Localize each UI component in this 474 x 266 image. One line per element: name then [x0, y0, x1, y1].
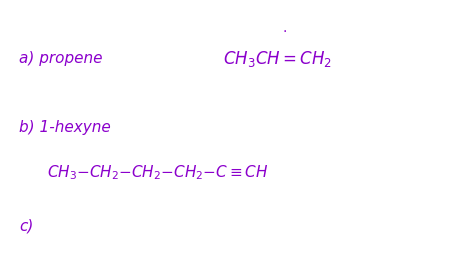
Text: c): c): [19, 219, 33, 234]
Text: b) 1-hexyne: b) 1-hexyne: [19, 120, 111, 135]
Text: a) propene: a) propene: [19, 51, 102, 66]
Text: $\mathit{CH_3CH{=}CH_2}$: $\mathit{CH_3CH{=}CH_2}$: [223, 48, 332, 69]
Text: ·: ·: [282, 25, 286, 39]
Text: $\mathit{CH_3{-}CH_2{-}CH_2{-}CH_2{-}C{\equiv}CH}$: $\mathit{CH_3{-}CH_2{-}CH_2{-}CH_2{-}C{\…: [47, 164, 269, 182]
